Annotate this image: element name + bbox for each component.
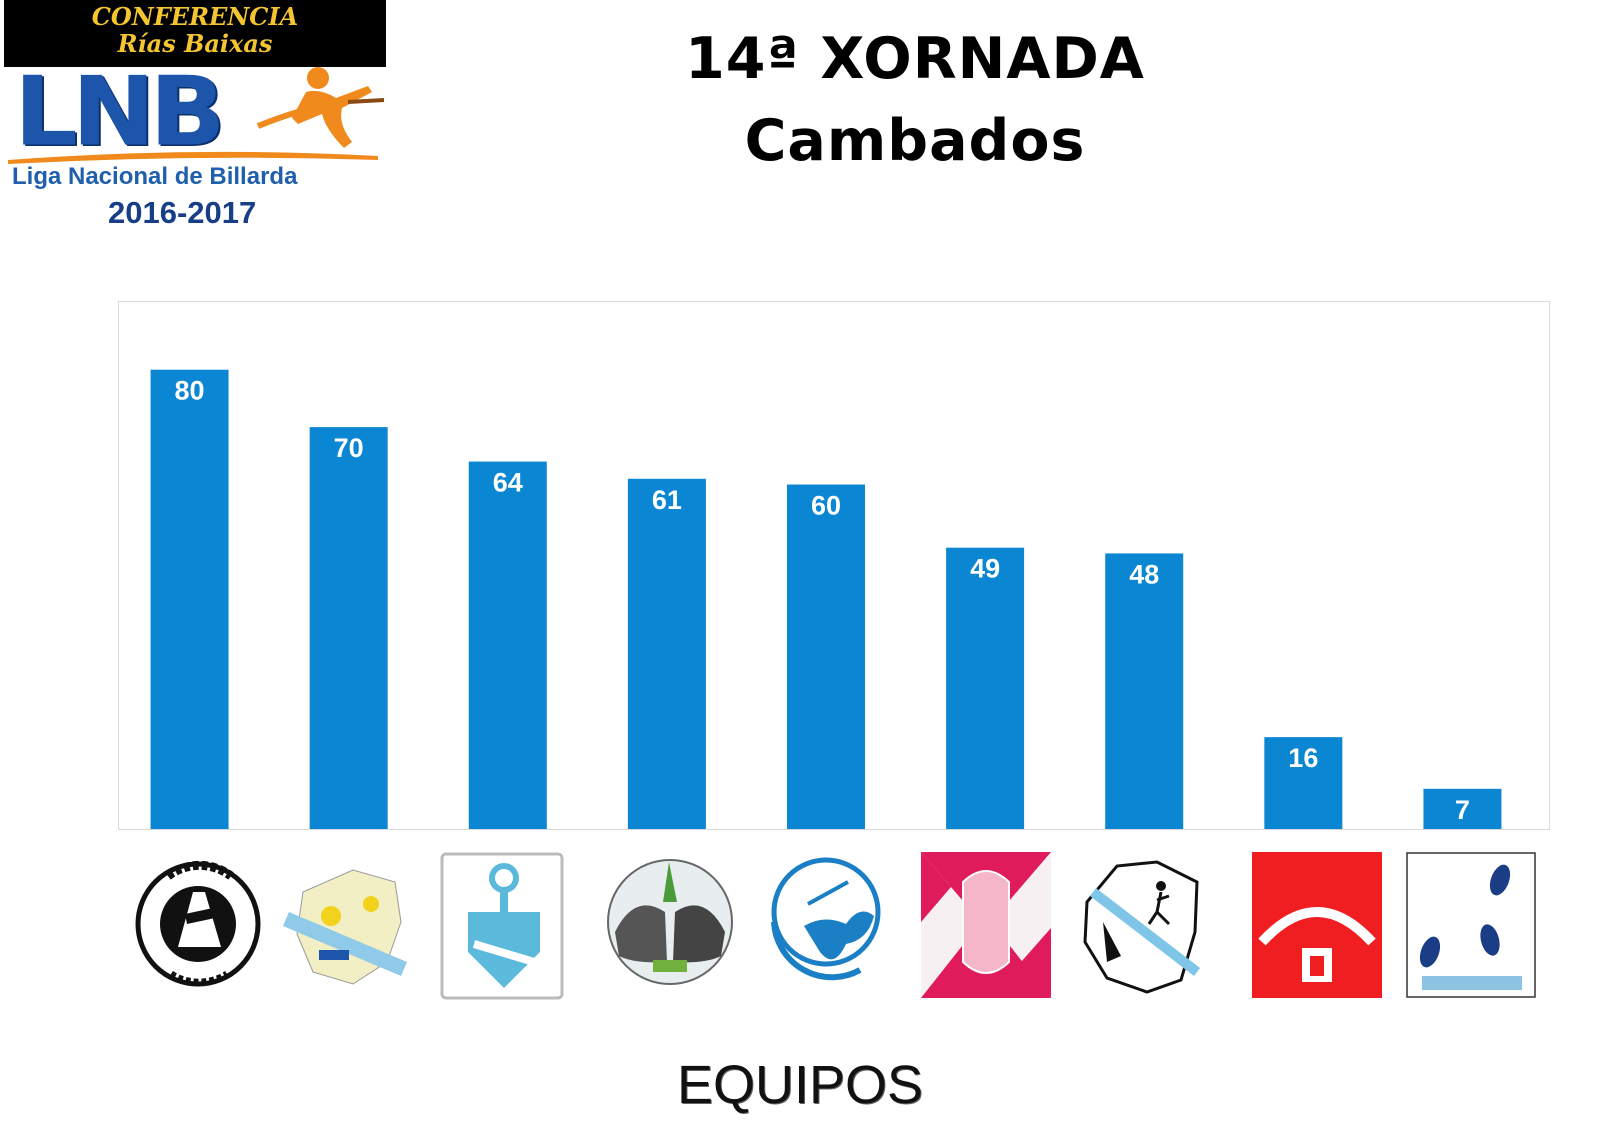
- bar-label-3: 64: [493, 468, 523, 498]
- bar-9: [1423, 788, 1502, 829]
- bar-label-6: 49: [970, 554, 1000, 584]
- x-axis-label: EQUIPOS: [676, 1055, 924, 1115]
- bar-3: [468, 461, 547, 829]
- bar-5: [787, 484, 865, 829]
- marin-logo: [1077, 852, 1207, 1002]
- bar-label-7: 48: [1129, 559, 1159, 589]
- lua-e-forza-logo: [283, 852, 413, 1002]
- bar-8: [1264, 737, 1343, 829]
- bar-chart: 80 70 64 61 60 49 48 16 7: [118, 301, 1550, 841]
- bar-2: [309, 427, 388, 829]
- season: 2016-2017: [108, 195, 257, 230]
- league-name: Liga Nacional de Billarda: [12, 163, 298, 190]
- bar-label-5: 60: [811, 491, 841, 521]
- bar-4: [627, 478, 706, 829]
- logo-swoosh: [8, 151, 378, 164]
- bar-7: [1105, 553, 1184, 829]
- pontevedra-logo: [605, 852, 735, 1002]
- corredoiras-logo: [133, 852, 263, 1002]
- conference-line2: Rías Baixas: [117, 29, 273, 58]
- bar-label-8: 16: [1288, 743, 1318, 773]
- chart-plot: 80 70 64 61 60 49 48 16 7: [118, 301, 1550, 830]
- page-title: 14ª XORNADA: [685, 26, 1145, 92]
- andarela-logo: [1406, 852, 1536, 1002]
- plot-frame: [118, 301, 1550, 830]
- runner-icon: [256, 67, 385, 148]
- bar-6: [946, 547, 1025, 829]
- umia-casilledin-logo: [1252, 852, 1382, 1002]
- bar-label-1: 80: [175, 376, 205, 406]
- laxe-de-rons-logo: [764, 852, 894, 1002]
- league-abbr: LNB: [14, 55, 226, 168]
- armadina-logo: [440, 852, 570, 1002]
- conference-line1: CONFERENCIA: [91, 2, 299, 31]
- bar-label-2: 70: [334, 433, 364, 463]
- bar-label-9: 7: [1455, 795, 1470, 825]
- valpacos-logo: [921, 852, 1051, 1002]
- conference-banner: [4, 0, 386, 67]
- page-subtitle: Cambados: [744, 108, 1086, 174]
- bar-1: [150, 369, 229, 829]
- bar-label-4: 61: [652, 485, 682, 515]
- league-logo: CONFERENCIA Rías Baixas LNB Liga Naciona…: [0, 0, 390, 245]
